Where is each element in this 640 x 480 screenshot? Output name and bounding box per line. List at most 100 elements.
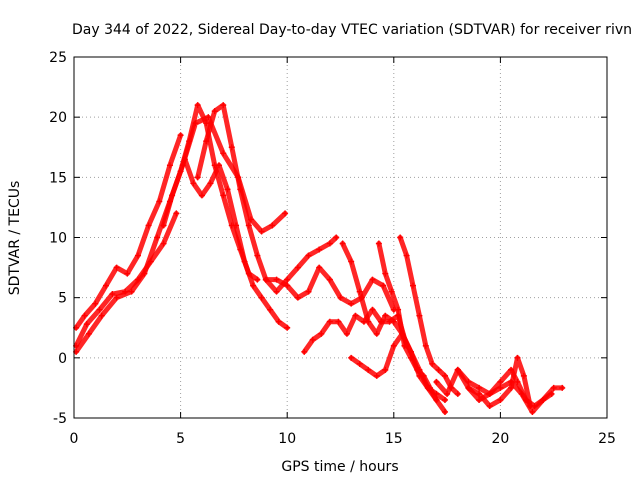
data-point — [294, 294, 301, 301]
data-point — [254, 276, 261, 283]
data-point — [109, 291, 116, 298]
data-point — [343, 330, 350, 337]
data-point — [102, 282, 109, 289]
series-track-15 — [465, 354, 534, 409]
data-point — [550, 384, 557, 391]
data-point — [220, 102, 227, 109]
data-point — [160, 222, 167, 229]
data-point — [194, 174, 201, 181]
data-point — [388, 288, 395, 295]
data-point — [245, 222, 252, 229]
data-point — [559, 384, 566, 391]
data-point — [335, 318, 342, 325]
data-point — [205, 114, 212, 121]
data-point — [414, 366, 421, 373]
data-point — [301, 348, 308, 355]
x-axis-title: GPS time / hours — [281, 459, 398, 475]
data-point — [373, 372, 380, 379]
data-point — [254, 252, 261, 259]
data-point — [337, 294, 344, 301]
data-point — [356, 288, 363, 295]
data-point — [316, 264, 323, 271]
data-point — [380, 282, 387, 289]
data-point — [305, 252, 312, 259]
series-track-3 — [73, 114, 289, 355]
series-track-12 — [397, 234, 461, 397]
data-point — [141, 270, 148, 277]
data-point — [441, 372, 448, 379]
data-point — [409, 282, 416, 289]
data-point — [514, 378, 521, 385]
data-point — [375, 240, 382, 247]
data-point — [190, 180, 197, 187]
data-point — [548, 390, 555, 397]
y-tick-label: 0 — [58, 351, 67, 367]
data-point — [390, 318, 397, 325]
data-point — [92, 300, 99, 307]
data-point — [181, 156, 188, 163]
series-trace — [195, 102, 339, 295]
data-point — [98, 312, 105, 319]
data-point — [382, 312, 389, 319]
data-point — [454, 366, 461, 373]
data-point — [365, 318, 372, 325]
series-track-11 — [375, 240, 440, 403]
data-point — [397, 234, 404, 241]
data-point — [444, 390, 451, 397]
series-trace — [73, 132, 184, 331]
data-point — [81, 312, 88, 319]
x-tick-label: 15 — [385, 431, 403, 447]
data-point — [540, 396, 547, 403]
data-point — [365, 366, 372, 373]
data-point — [356, 360, 363, 367]
data-point — [145, 222, 152, 229]
data-point — [465, 384, 472, 391]
data-point — [228, 144, 235, 151]
data-point — [83, 321, 90, 328]
data-point — [267, 306, 274, 313]
data-point — [326, 276, 333, 283]
data-point — [433, 378, 440, 385]
data-point — [369, 276, 376, 283]
data-point — [520, 372, 527, 379]
y-tick-label: 25 — [49, 50, 67, 66]
data-point — [382, 366, 389, 373]
y-tick-label: 10 — [49, 231, 67, 247]
data-point — [333, 234, 340, 241]
data-point — [258, 294, 265, 301]
data-point — [407, 354, 414, 361]
data-point — [85, 330, 92, 337]
data-point — [433, 396, 440, 403]
data-point — [497, 378, 504, 385]
x-tick-label: 0 — [70, 431, 79, 447]
data-point — [427, 384, 434, 391]
data-point — [373, 330, 380, 337]
x-tick-label: 20 — [491, 431, 509, 447]
data-point — [154, 234, 161, 241]
x-tick-label: 25 — [598, 431, 616, 447]
data-point — [497, 396, 504, 403]
data-point — [220, 150, 227, 157]
data-point — [273, 288, 280, 295]
data-point — [166, 162, 173, 169]
data-point — [262, 276, 269, 283]
data-point — [203, 138, 210, 145]
data-point — [476, 384, 483, 391]
data-point — [390, 342, 397, 349]
data-point — [497, 384, 504, 391]
data-point — [186, 138, 193, 145]
y-tick-label: 15 — [49, 170, 67, 186]
series-track-5 — [194, 102, 340, 295]
data-point — [420, 372, 427, 379]
data-point — [241, 258, 248, 265]
data-point — [177, 168, 184, 175]
data-point — [169, 192, 176, 199]
data-point — [233, 222, 240, 229]
series-trace — [263, 265, 397, 313]
data-point — [403, 252, 410, 259]
series-trace — [376, 241, 439, 403]
data-point — [348, 258, 355, 265]
data-point — [476, 390, 483, 397]
data-point — [395, 306, 402, 313]
